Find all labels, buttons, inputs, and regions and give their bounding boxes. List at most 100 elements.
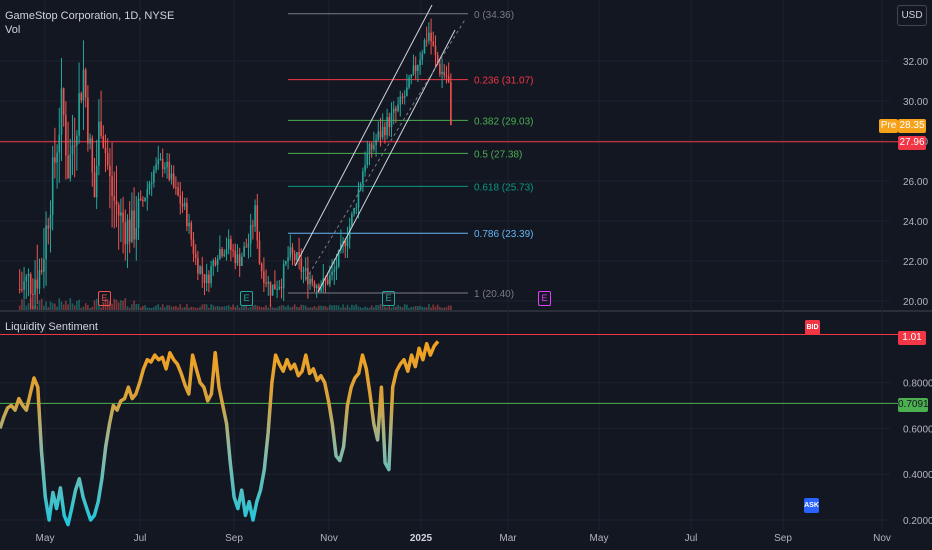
volume-bar: [78, 299, 80, 310]
time-tick-label: 2025: [410, 533, 433, 544]
candle-body: [241, 256, 243, 267]
volume-bar: [236, 305, 239, 310]
time-tick-label: Jul: [685, 533, 698, 544]
candle-body: [234, 250, 237, 264]
candle-body: [139, 198, 142, 200]
candle-body: [401, 96, 404, 98]
earnings-badge-green[interactable]: E: [382, 291, 395, 306]
volume-bar: [267, 307, 270, 310]
volume-bar: [434, 306, 437, 310]
volume-bar: [417, 306, 419, 310]
volume-bar: [216, 305, 219, 310]
volume-bar: [302, 304, 305, 310]
volume-bar: [210, 304, 212, 310]
volume-bar: [258, 306, 261, 310]
candle-body: [43, 259, 45, 272]
price-tick-label: 24.00: [903, 217, 928, 228]
volume-bar: [315, 307, 318, 310]
volume-bar: [368, 307, 371, 310]
candle-body: [333, 269, 336, 272]
candle-body: [115, 200, 118, 205]
earnings-badge-green[interactable]: E: [240, 291, 253, 306]
candle-body: [300, 258, 303, 272]
candle-body: [102, 135, 105, 148]
candle-body: [155, 164, 157, 170]
volume-bar: [419, 305, 421, 310]
candle-body: [205, 274, 208, 283]
volume-bar: [408, 307, 410, 310]
volume-bar: [432, 304, 435, 310]
candle-body: [243, 246, 245, 257]
volume-bar: [406, 304, 408, 310]
volume-bar: [384, 306, 386, 310]
candle-body: [58, 134, 61, 153]
volume-bar: [423, 307, 426, 310]
time-tick-label: Mar: [499, 533, 517, 544]
volume-bar: [133, 300, 135, 310]
volume-bar: [111, 303, 113, 310]
indicator-title[interactable]: Liquidity Sentiment: [5, 321, 98, 333]
volume-bar: [223, 306, 226, 310]
candle-body: [150, 182, 153, 184]
candle-body: [414, 65, 417, 72]
volume-bar: [177, 307, 179, 310]
volume-bar: [291, 306, 294, 310]
volume-label[interactable]: Vol: [5, 24, 21, 36]
volume-bar: [137, 303, 140, 310]
volume-bar: [142, 305, 144, 310]
volume-bar: [69, 298, 72, 310]
earnings-badge-red[interactable]: E: [98, 291, 111, 306]
candle-body: [183, 202, 186, 207]
earnings-badge-upcoming[interactable]: E: [538, 291, 551, 306]
candle-body: [84, 69, 87, 98]
volume-bar: [76, 301, 78, 310]
fib-level-label: 0.382 (29.03): [474, 116, 534, 127]
symbol-title[interactable]: GameStop Corporation, 1D, NYSE: [5, 10, 175, 22]
candle-body: [227, 239, 230, 250]
candle-body: [445, 75, 448, 77]
volume-bar: [386, 307, 388, 310]
volume-bar: [51, 303, 54, 310]
candle-body: [153, 169, 155, 183]
candle-body: [417, 65, 419, 72]
volume-bar: [298, 307, 300, 310]
fibonacci-retracement[interactable]: 0 (34.36) 0.236 (31.07) 0.382 (29.03) 0.5 (…: [0, 10, 898, 300]
volume-bar: [89, 307, 91, 310]
candle-body: [357, 189, 360, 208]
volume-bar: [203, 304, 206, 310]
volume-bar: [238, 307, 241, 310]
candle-body: [287, 257, 289, 262]
volume-bar: [54, 303, 56, 310]
volume-bar: [443, 307, 446, 310]
candle-body: [390, 112, 393, 128]
time-tick-label: Nov: [873, 533, 891, 544]
candle-body: [36, 279, 39, 289]
candle-body: [447, 75, 450, 82]
candle-body: [161, 158, 164, 169]
volume-bar: [447, 305, 450, 310]
candle-body: [379, 131, 382, 138]
trend-channel[interactable]: [294, 4, 467, 293]
candle-body: [298, 252, 300, 259]
candle-body: [366, 153, 369, 166]
volume-bar: [335, 305, 338, 310]
volume-bar: [60, 301, 63, 310]
volume-bar: [381, 304, 384, 310]
candle-body: [131, 210, 133, 242]
candle-body: [355, 207, 358, 209]
candle-body: [82, 69, 85, 101]
candle-body: [337, 249, 340, 267]
volume-bar: [157, 304, 160, 310]
volume-bar: [428, 304, 430, 310]
candle-body: [263, 271, 265, 284]
currency-button[interactable]: USD: [897, 5, 927, 26]
volume-bar: [168, 305, 171, 310]
candle-body: [109, 165, 111, 177]
candle-body: [106, 153, 109, 166]
candle-body: [346, 238, 349, 247]
candle-body: [373, 145, 375, 150]
volume-bar: [87, 305, 89, 310]
volume-bar: [201, 304, 204, 310]
candle-body: [67, 155, 69, 179]
